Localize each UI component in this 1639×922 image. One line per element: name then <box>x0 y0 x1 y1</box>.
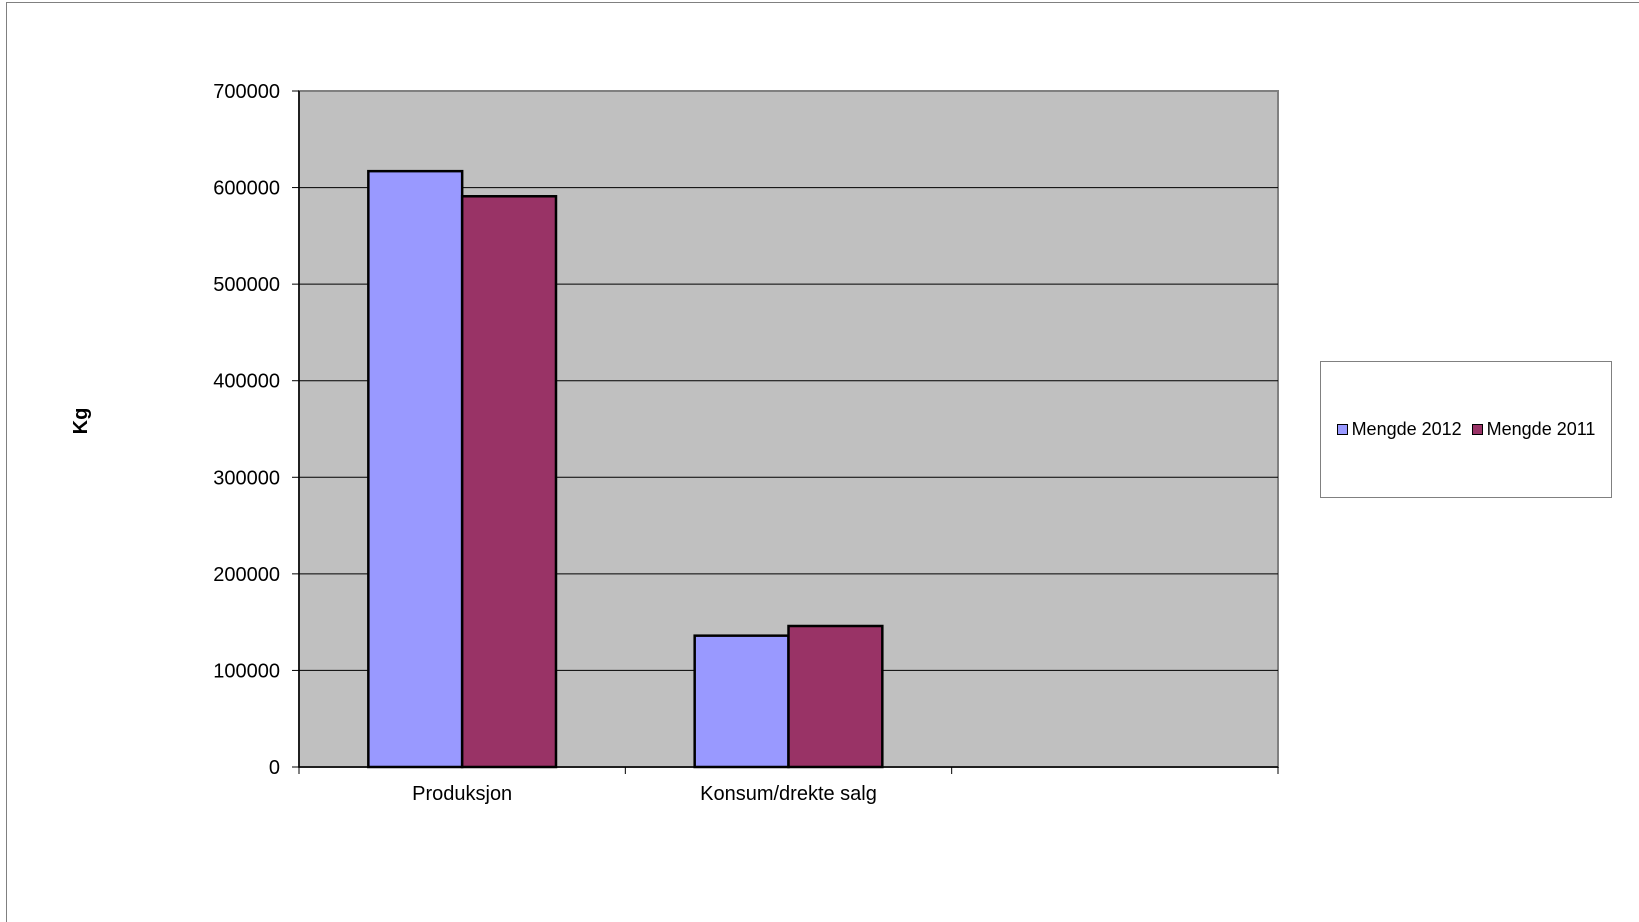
plot-area <box>298 90 1279 769</box>
y-tick-label: 500000 <box>213 274 280 296</box>
y-tick-label: 400000 <box>213 371 280 393</box>
legend-entry-2012: Mengde 2012 <box>1336 419 1462 440</box>
bar-2011 <box>460 195 558 769</box>
y-tick-label: 0 <box>269 757 280 779</box>
y-axis: 0 100000 200000 300000 400000 500000 600000 700… <box>213 81 300 779</box>
legend-entry-2011: Mengde 2011 <box>1471 419 1596 440</box>
bar-2012 <box>693 634 790 769</box>
legend-label-2012: Mengde 2012 <box>1351 419 1462 439</box>
x-category-label: Konsum/drekte salg <box>700 783 877 805</box>
y-tick-label: 600000 <box>213 178 280 200</box>
x-axis: Produksjon Konsum/drekte salg <box>298 766 1279 805</box>
legend-label-2011: Mengde 2011 <box>1486 419 1596 439</box>
bar-2011 <box>787 624 884 769</box>
bar-2012 <box>367 169 464 769</box>
legend: Mengde 2012 Mengde 2011 <box>1320 361 1612 498</box>
chart-frame <box>6 2 1639 922</box>
y-tick-label: 200000 <box>213 564 280 586</box>
y-tick-label: 300000 <box>213 467 280 489</box>
legend-swatch-2011 <box>1471 424 1483 435</box>
legend-swatch-2012 <box>1336 424 1348 435</box>
y-tick-label: 700000 <box>213 81 280 103</box>
y-tick-label: 100000 <box>213 660 280 682</box>
y-axis-label: Kg <box>70 408 92 435</box>
x-category-label: Produksjon <box>412 783 512 805</box>
